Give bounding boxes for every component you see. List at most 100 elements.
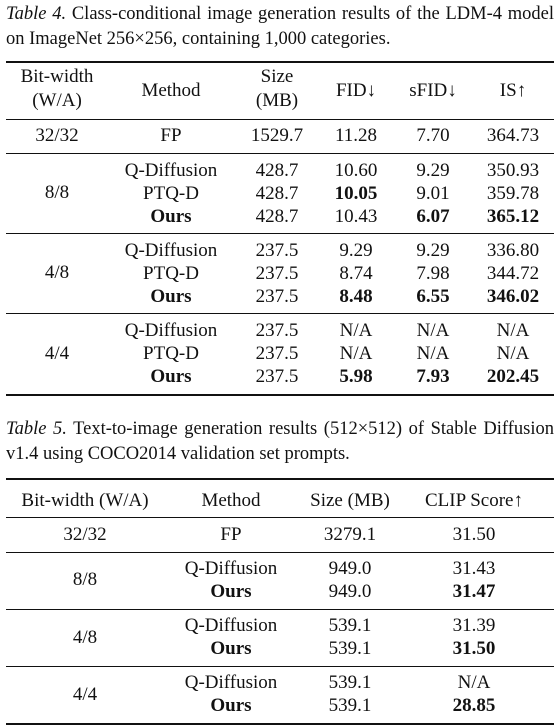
t4-is: 359.78 (486, 183, 540, 204)
table4-bottom-rule (6, 394, 554, 396)
table5-caption-label: Table 5. (6, 419, 67, 439)
table4-group-rule (6, 153, 554, 154)
t5-clip: 31.43 (452, 558, 496, 579)
t5-method: Ours (210, 638, 252, 659)
t4-sfid: 9.01 (416, 183, 450, 204)
table4-top-rule (6, 61, 554, 63)
t4-is: N/A (496, 320, 530, 341)
t5-header-size: Size (MB) (310, 490, 390, 511)
t5-clip: 31.39 (452, 615, 496, 636)
t4-sfid: 7.98 (416, 263, 450, 284)
t4-fid: 9.29 (339, 240, 373, 261)
t4-method: PTQ-D (143, 343, 199, 364)
t4-method: FP (160, 125, 182, 146)
t4-size: 237.5 (255, 366, 299, 387)
t4-fid: 10.05 (334, 183, 378, 204)
t4-sfid: N/A (416, 343, 450, 364)
table4-caption: Table 4. Class-conditional image generat… (6, 2, 554, 52)
t4-is: 350.93 (486, 160, 540, 181)
t5-size: 539.1 (328, 695, 372, 716)
t4-header-sfid: sFID↓ (409, 80, 457, 101)
t4-fid: 5.98 (339, 366, 373, 387)
t5-method: FP (220, 524, 242, 545)
t4-size: 237.5 (255, 263, 299, 284)
t4-sfid: 7.70 (416, 125, 450, 146)
t4-is: N/A (496, 343, 530, 364)
t5-method: Ours (210, 695, 252, 716)
t4-is: 346.02 (486, 286, 540, 307)
t4-method: Q-Diffusion (124, 320, 218, 341)
t4-method: Ours (150, 286, 192, 307)
t4-bitwidth: 4/4 (44, 343, 70, 364)
t4-fid: 8.48 (339, 286, 373, 307)
t5-method: Q-Diffusion (184, 615, 278, 636)
t5-method: Ours (210, 581, 252, 602)
t4-is: 202.45 (486, 366, 540, 387)
t5-clip: 31.50 (452, 524, 496, 545)
t4-size: 237.5 (255, 240, 299, 261)
table4-caption-text: Class-conditional image generation resul… (6, 4, 554, 49)
t5-header-clip: CLIP Score↑ (425, 490, 523, 511)
t5-bitwidth: 8/8 (72, 569, 98, 590)
table5-top-rule (6, 478, 554, 480)
t4-is: 365.12 (486, 206, 540, 227)
t5-bitwidth: 4/4 (72, 684, 98, 705)
t4-fid: 10.43 (334, 206, 378, 227)
t4-header-is: IS↑ (499, 80, 527, 101)
t4-sfid: 7.93 (416, 366, 450, 387)
t5-clip: 31.50 (452, 638, 496, 659)
t5-size: 949.0 (328, 558, 372, 579)
table4-group-rule (6, 313, 554, 314)
t4-sfid: N/A (416, 320, 450, 341)
t4-fid: 8.74 (339, 263, 373, 284)
table5-caption-text: Text-to-image generation results (512×51… (6, 419, 554, 464)
t4-size: 428.7 (255, 160, 299, 181)
t4-size: 1529.7 (250, 125, 304, 146)
t5-clip: 31.47 (452, 581, 496, 602)
t4-fid: N/A (339, 320, 373, 341)
t5-method: Q-Diffusion (184, 558, 278, 579)
t5-bitwidth: 32/32 (63, 524, 107, 545)
t5-size: 539.1 (328, 615, 372, 636)
t5-size: 539.1 (328, 638, 372, 659)
t4-sfid: 6.55 (416, 286, 450, 307)
t4-fid: N/A (339, 343, 373, 364)
t4-method: Q-Diffusion (124, 160, 218, 181)
t4-header-size-l2: (MB) (255, 90, 299, 111)
table5-group-rule (6, 609, 554, 610)
t4-method: PTQ-D (143, 263, 199, 284)
t4-sfid: 6.07 (416, 206, 450, 227)
t4-is: 344.72 (486, 263, 540, 284)
t4-sfid: 9.29 (416, 160, 450, 181)
t5-clip: N/A (457, 672, 491, 693)
table5-bottom-rule (6, 723, 554, 725)
t4-size: 237.5 (255, 286, 299, 307)
t4-method: Q-Diffusion (124, 240, 218, 261)
t5-size: 539.1 (328, 672, 372, 693)
t4-bitwidth: 32/32 (35, 125, 79, 146)
t4-header-method: Method (141, 80, 201, 101)
t4-sfid: 9.29 (416, 240, 450, 261)
t5-size: 3279.1 (323, 524, 377, 545)
table5-header-rule (6, 517, 554, 518)
t4-size: 428.7 (255, 206, 299, 227)
t4-size: 237.5 (255, 320, 299, 341)
t5-clip: 28.85 (452, 695, 496, 716)
t4-header-bitwidth-l1: Bit-width (20, 66, 94, 87)
table5-caption: Table 5. Text-to-image generation result… (6, 417, 554, 467)
t5-method: Q-Diffusion (184, 672, 278, 693)
t4-bitwidth: 4/8 (44, 262, 70, 283)
t4-fid: 10.60 (334, 160, 378, 181)
t5-size: 949.0 (328, 581, 372, 602)
t4-is: 364.73 (486, 125, 540, 146)
t4-bitwidth: 8/8 (44, 182, 70, 203)
t4-method: PTQ-D (143, 183, 199, 204)
t5-header-method: Method (201, 490, 261, 511)
table4-caption-label: Table 4. (6, 4, 67, 24)
t4-size: 428.7 (255, 183, 299, 204)
t4-size: 237.5 (255, 343, 299, 364)
t4-header-fid: FID↓ (335, 80, 377, 101)
t4-header-bitwidth-l2: (W/A) (32, 90, 82, 111)
table4-group-rule (6, 233, 554, 234)
t5-bitwidth: 4/8 (72, 627, 98, 648)
